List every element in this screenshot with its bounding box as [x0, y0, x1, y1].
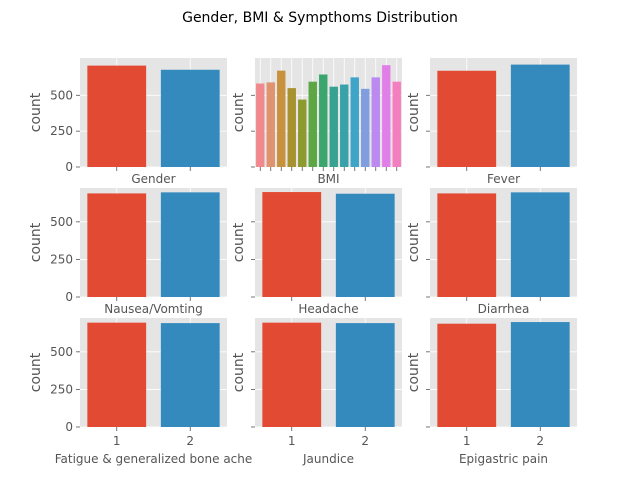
y-axis-label: count [406, 92, 422, 132]
bar [266, 82, 275, 167]
x-tick-label: 2 [361, 434, 369, 448]
x-axis-label: Headache [298, 302, 358, 316]
x-axis-label: Diarrhea [478, 302, 530, 316]
bar [361, 88, 370, 167]
y-axis-label: count [231, 222, 247, 262]
y-axis-label: count [28, 92, 44, 132]
x-tick-label: 2 [186, 434, 194, 448]
subplot-2: count BMI [231, 58, 402, 186]
bar [298, 99, 307, 167]
x-axis-label: Epigastric pain [459, 452, 548, 466]
bar [262, 192, 322, 297]
subplot-3: count Fever [406, 58, 577, 186]
bar [371, 77, 380, 167]
subplot-8: 1 2 count Jaundice [231, 318, 402, 466]
y-tick-label: 0 [65, 290, 73, 304]
bar [256, 83, 265, 167]
bar [510, 192, 570, 297]
bar [437, 193, 497, 297]
y-tick-label: 500 [50, 88, 73, 102]
y-axis-label: count [406, 222, 422, 262]
y-tick-label: 0 [65, 420, 73, 434]
x-axis-label: Fatigue & generalized bone ache [55, 452, 253, 466]
bar [87, 65, 147, 167]
subplot-grid: 0250500countGendercountBMIcountFever0250… [28, 58, 577, 466]
bar [510, 322, 570, 427]
y-axis-label: count [231, 352, 247, 392]
bar [160, 192, 220, 297]
bar [87, 322, 147, 427]
bar [335, 193, 395, 297]
bar [308, 81, 317, 167]
y-tick-label: 500 [50, 345, 73, 359]
y-tick-label: 500 [50, 215, 73, 229]
bar [350, 77, 359, 167]
x-axis-label: Nausea/Vomting [104, 302, 203, 316]
y-axis-label: count [28, 222, 44, 262]
x-axis-label: Fever [487, 172, 520, 186]
subplot-4: 0 250 500 count Nausea/Vomting [28, 188, 227, 316]
x-axis-label: Jaundice [302, 452, 354, 466]
bar [160, 323, 220, 427]
bar [277, 70, 286, 167]
bar [437, 70, 497, 167]
bar [87, 193, 147, 297]
y-axis-label: count [28, 352, 44, 392]
bar [329, 86, 338, 167]
x-tick-label: 1 [113, 434, 121, 448]
bar [340, 84, 349, 167]
bar [392, 81, 401, 167]
bar [262, 322, 322, 427]
bar [382, 65, 391, 167]
y-axis-label: count [406, 352, 422, 392]
subplot-9: 1 2 count Epigastric pain [406, 318, 577, 466]
subplot-1: 0 250 500 count Gender [28, 58, 227, 186]
x-axis-label: Gender [131, 172, 175, 186]
chart-title: Gender, BMI & Sympthoms Distribution [182, 10, 458, 26]
y-tick-label: 0 [65, 160, 73, 174]
y-tick-label: 250 [50, 382, 73, 396]
bar [319, 74, 328, 167]
x-axis-label: BMI [317, 172, 339, 186]
bar [287, 88, 296, 167]
subplot-6: count Diarrhea [406, 188, 577, 316]
x-tick-label: 1 [463, 434, 471, 448]
bar [437, 323, 497, 427]
subplot-7: 0 250 500 1 2 count Fatigue & generalized bone… [28, 318, 252, 466]
x-tick-label: 2 [536, 434, 544, 448]
subplot-5: count Headache [231, 188, 402, 316]
y-tick-label: 250 [50, 252, 73, 266]
y-axis-label: count [231, 92, 247, 132]
bar [335, 323, 395, 427]
bar [510, 64, 570, 167]
y-tick-label: 250 [50, 124, 73, 138]
x-tick-label: 1 [288, 434, 296, 448]
bar [160, 69, 220, 167]
